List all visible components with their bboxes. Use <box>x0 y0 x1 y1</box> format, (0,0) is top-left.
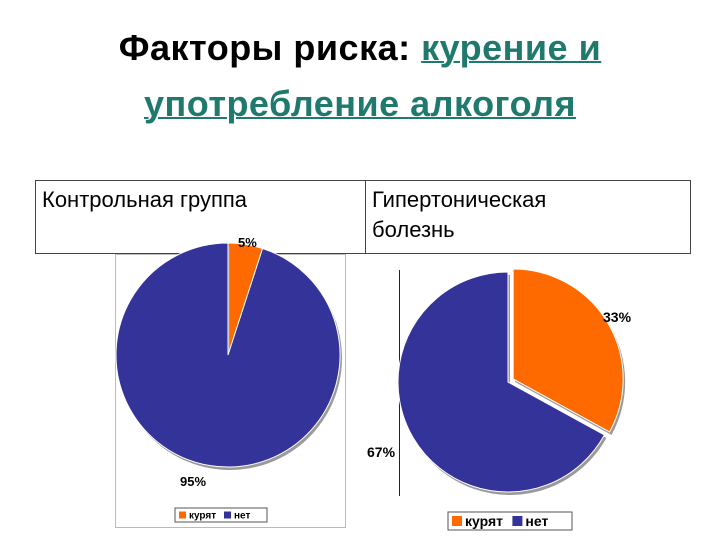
pie2-data-label-1: 33% <box>603 309 632 325</box>
pie1-legend-label-1: курят <box>189 511 216 522</box>
pie1-data-label-1: 5% <box>238 235 257 250</box>
title-link-part-2[interactable]: употребление алкоголя <box>143 83 577 124</box>
pie1-data-label-2: 95% <box>180 474 206 489</box>
title-line-2: употребление алкоголя <box>0 76 720 132</box>
pie1-slice-no <box>115 242 341 468</box>
title-line-1: Факторы риска: курение и <box>0 20 720 76</box>
pie1-legend-label-2: нет <box>234 511 250 522</box>
pie2-slice-smoke <box>512 268 624 433</box>
title-link-part-1[interactable]: курение и <box>421 27 602 68</box>
pie2-legend-swatch-2 <box>512 516 523 526</box>
pie2-legend-label-1: курят <box>465 513 503 529</box>
pie2-legend-swatch-1 <box>452 516 462 526</box>
pie2-data-label-2: 67% <box>367 444 396 460</box>
pie1-legend-box <box>174 507 268 523</box>
label-hypertension-line1: Гипертоническая <box>372 187 547 212</box>
pie2-legend-box <box>447 511 573 531</box>
label-control-group-text: Контрольная группа <box>42 187 248 212</box>
pie1-legend-swatch-2 <box>224 511 231 519</box>
pie1-legend-swatch-1 <box>179 511 186 519</box>
pie2-legend-label-2: нет <box>525 513 548 529</box>
label-hypertension-line2: болезнь <box>372 217 455 242</box>
label-hypertension: Гипертоническая болезнь <box>365 180 691 254</box>
slide-title: Факторы риска: курение и употребление ал… <box>0 20 720 132</box>
title-plain: Факторы риска: <box>118 27 422 68</box>
pie2-slice-no <box>397 271 606 493</box>
